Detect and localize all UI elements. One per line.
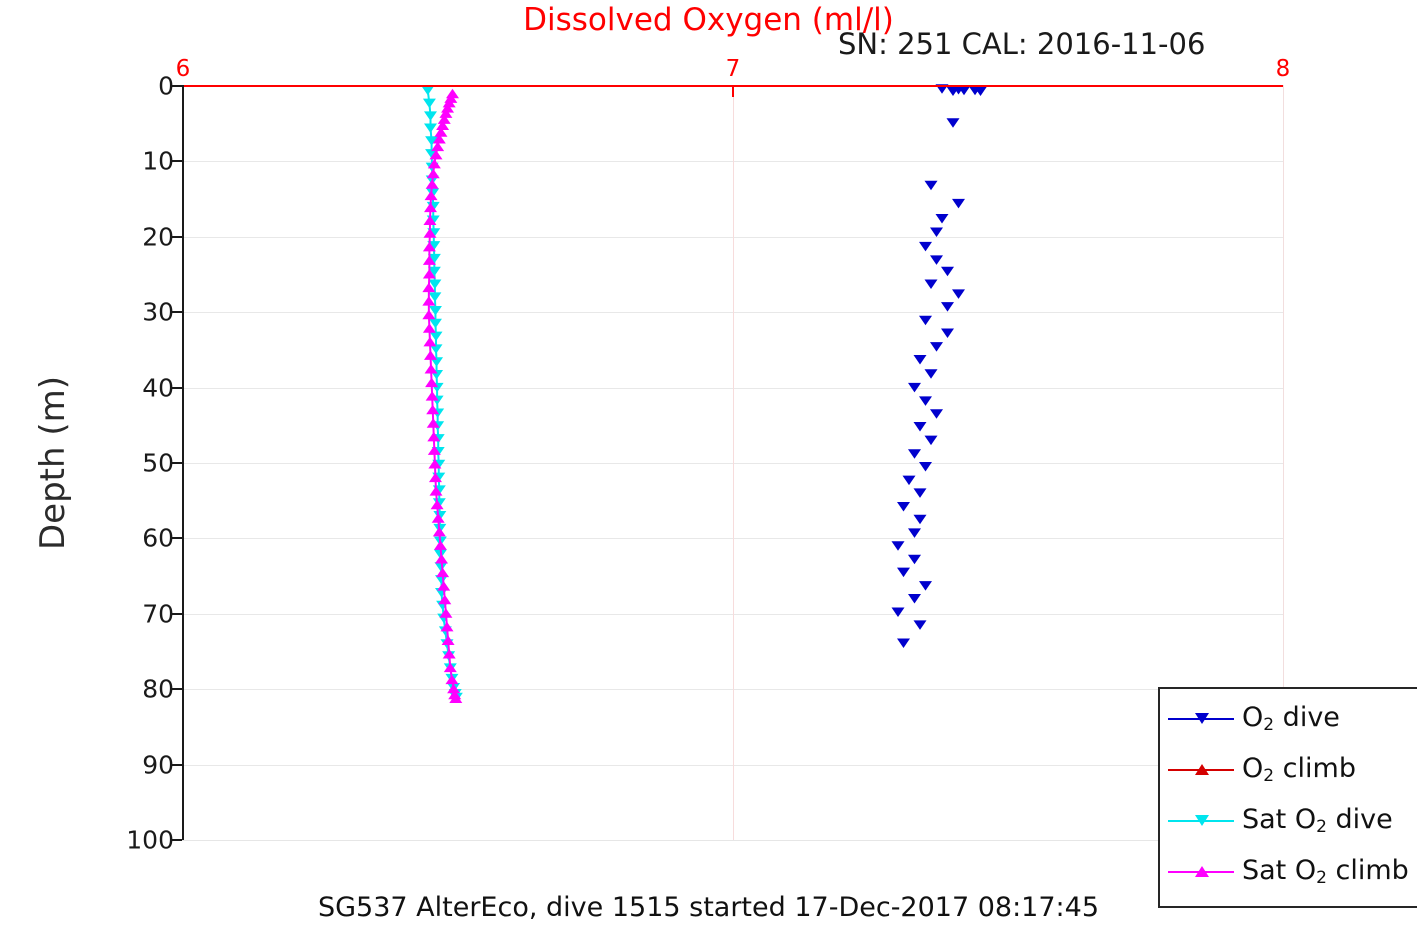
y-axis-tick (172, 839, 183, 841)
legend-item[interactable]: Sat O2 climb (1168, 846, 1417, 897)
legend-key-o2-climb (1168, 760, 1234, 780)
y-axis-tick (172, 688, 183, 691)
y-axis-tick-label: 100 (126, 825, 174, 855)
y-axis-tick (172, 537, 183, 540)
series-sat-o-2-climb (422, 88, 463, 703)
x-axis-tick-label: 7 (725, 56, 741, 82)
y-axis-title: Depth (m) (33, 375, 73, 551)
x-axis-tick (732, 85, 734, 97)
y-axis-tick-label: 20 (142, 222, 174, 252)
series-o-2-dive (891, 84, 987, 648)
axis-spine-left (182, 85, 184, 841)
legend-item[interactable]: O2 dive (1168, 693, 1417, 744)
y-axis-tick-label: 50 (142, 448, 174, 478)
chart-title: Dissolved Oxygen (ml/l) (523, 2, 894, 38)
y-axis-tick-label: 90 (142, 750, 174, 780)
legend-key-sat-o2-climb (1168, 862, 1234, 882)
x-axis-tick-label: 8 (1275, 56, 1291, 82)
y-axis-tick-label: 80 (142, 674, 174, 704)
legend-item[interactable]: O2 climb (1168, 744, 1417, 795)
x-axis-tick-label: 6 (175, 56, 191, 82)
legend-label-o2-climb: O2 climb (1242, 752, 1356, 786)
axis-spine-top (182, 85, 1284, 87)
legend-label-sat-o2-dive: Sat O2 dive (1242, 803, 1393, 837)
y-axis-tick (172, 612, 183, 615)
legend-key-o2-dive (1168, 709, 1234, 729)
y-axis-tick-label: 70 (142, 599, 174, 629)
y-axis-tick (172, 763, 183, 766)
series-sat-o-2-dive (421, 85, 463, 703)
y-axis-tick (172, 386, 183, 389)
axis-spine-right (1283, 85, 1284, 841)
y-axis-tick (172, 235, 183, 238)
y-axis-tick-label: 30 (142, 297, 174, 327)
axes-layer: 0 10 20 30 40 50 60 70 80 90 100 6 7 8 (126, 56, 1290, 855)
legend-key-sat-o2-dive (1168, 811, 1234, 831)
legend-item[interactable]: Sat O2 dive (1168, 795, 1417, 846)
axis-spine-bottom (182, 840, 1284, 841)
y-axis-tick-label: 40 (142, 373, 174, 403)
legend-label-sat-o2-climb: Sat O2 climb (1242, 854, 1409, 888)
chart-legend: O2 dive O2 climb Sat O2 dive (1158, 687, 1417, 908)
sensor-annotation: SN: 251 CAL: 2016-11-06 (838, 27, 1206, 61)
y-axis-tick (172, 462, 183, 464)
legend-label-o2-dive: O2 dive (1242, 701, 1340, 735)
y-axis-tick (172, 85, 183, 87)
y-axis-tick-label: 60 (142, 523, 174, 553)
y-axis-tick-label: 10 (142, 146, 174, 176)
y-axis-tick (172, 160, 183, 163)
data-series-layer (421, 84, 987, 703)
figure-caption: SG537 AlterEco, dive 1515 started 17-Dec… (317, 892, 1099, 923)
plot-area: 0 10 20 30 40 50 60 70 80 90 100 6 7 8 Depth (m) O2 d… (33, 56, 1417, 908)
gridline-vertical (733, 86, 734, 840)
y-axis-tick-label: 0 (158, 71, 174, 101)
y-axis-tick (172, 311, 183, 314)
